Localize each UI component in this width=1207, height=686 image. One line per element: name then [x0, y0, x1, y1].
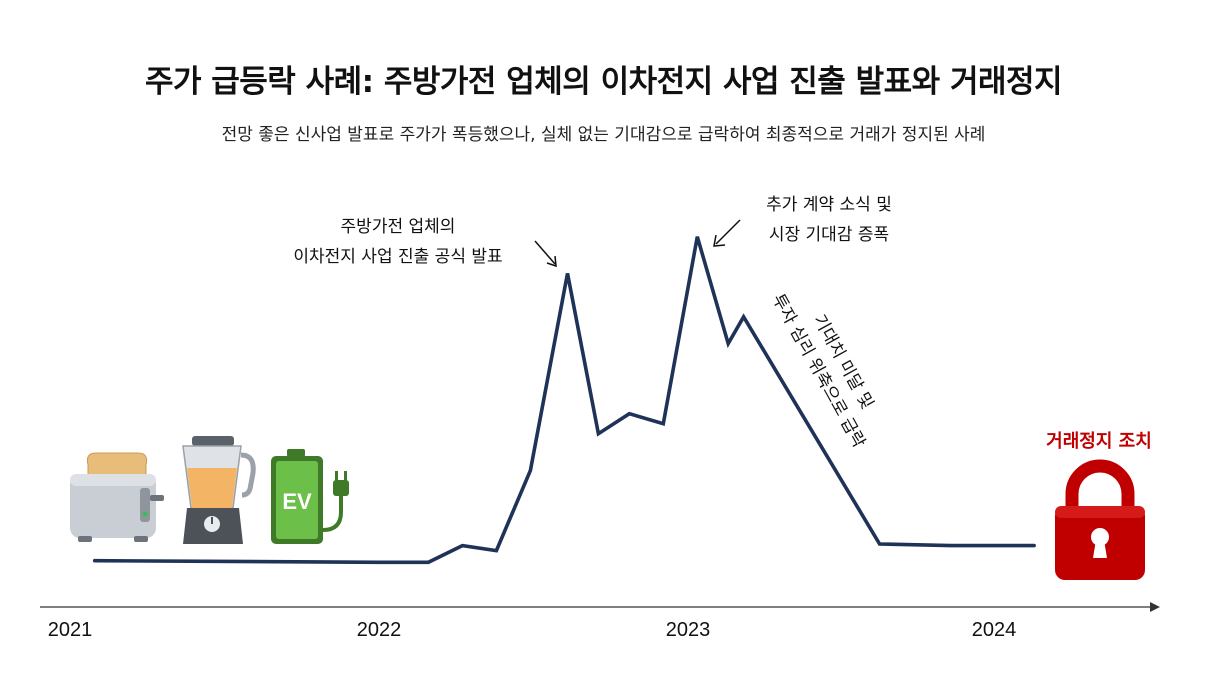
annotation-announcement-line-2: 이차전지 사업 진출 공식 발표 — [293, 247, 502, 267]
ev-label: EV — [282, 489, 312, 514]
annotation-announcement: 주방가전 업체의 이차전지 사업 진출 공식 발표 — [293, 217, 557, 268]
annotation-decline: 기대치 미달 및 투자 심리 위축으로 급락 — [768, 291, 877, 452]
x-tick-label-2023: 2023 — [666, 619, 711, 641]
annotation-contract-news-arrow — [715, 219, 741, 245]
annotation-announcement-line-1: 주방가전 업체의 — [341, 217, 456, 237]
trading-halt-label: 거래정지 조치 — [1046, 431, 1152, 452]
x-tick-labels: 2021 2022 2023 2024 — [48, 619, 1017, 641]
x-tick-label-2022: 2022 — [357, 619, 402, 641]
chart-title: 주가 급등락 사례: 주방가전 업체의 이차전지 사업 진출 발표와 거래정지 — [144, 64, 1063, 100]
annotation-announcement-arrow — [534, 240, 556, 265]
lock-icon — [1055, 459, 1145, 580]
price-series-line — [92, 236, 1036, 565]
x-axis-arrow — [1150, 602, 1160, 612]
x-tick-label-2024: 2024 — [972, 619, 1017, 641]
toaster-icon — [70, 452, 164, 542]
x-tick-label-2021: 2021 — [48, 619, 93, 641]
annotation-contract-news-line-1: 추가 계약 소식 및 — [766, 195, 892, 215]
ev-battery-icon: EV — [271, 449, 349, 544]
annotation-contract-news: 추가 계약 소식 및 시장 기대감 증폭 — [713, 195, 892, 247]
blender-icon — [182, 436, 256, 544]
annotation-contract-news-line-2: 시장 기대감 증폭 — [769, 225, 889, 245]
chart-subtitle: 전망 좋은 신사업 발표로 주가가 폭등했으나, 실체 없는 기대감으로 급락하… — [221, 125, 986, 145]
